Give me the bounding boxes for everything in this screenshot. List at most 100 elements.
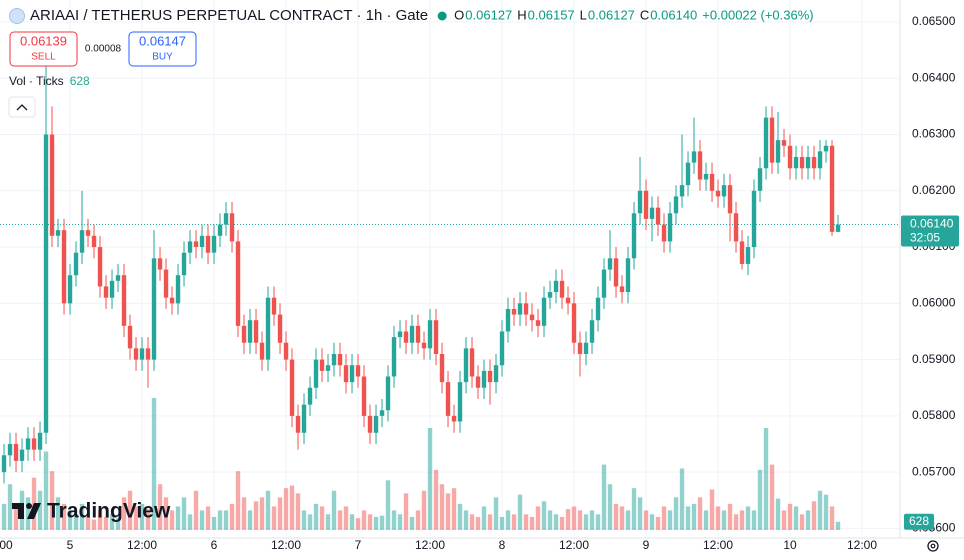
candle-body: [553, 280, 559, 293]
volume-bar: [79, 503, 85, 530]
volume-bar: [115, 518, 121, 530]
volume-bar: [787, 503, 793, 530]
volume-bar: [703, 510, 709, 530]
candle-body: [301, 404, 307, 433]
volume-bar: [253, 501, 259, 530]
candle-body: [181, 252, 187, 276]
candle-body: [361, 376, 367, 416]
volume-bar: [403, 493, 409, 530]
volume-bar: [505, 510, 511, 530]
x-tick-label: 00: [0, 538, 13, 552]
volume-bar: [283, 488, 289, 530]
volume-bar: [307, 514, 313, 530]
volume-bar: [823, 494, 829, 530]
volume-bar: [709, 489, 715, 530]
volume-bar: [151, 397, 157, 530]
volume-bar: [745, 506, 751, 530]
volume-bar: [829, 506, 835, 530]
volume-bar: [169, 510, 175, 530]
collapse-button[interactable]: [8, 96, 36, 118]
candle-body: [193, 241, 199, 248]
candle-body: [217, 224, 223, 236]
volume-bar: [607, 484, 613, 530]
volume-bar: [631, 488, 637, 530]
legend-change: +0.00022 (+0.36%): [702, 7, 813, 22]
y-tick-label: 0.05700: [912, 464, 956, 478]
candle-body: [805, 157, 811, 169]
buy-button[interactable]: [128, 31, 197, 67]
candle-body: [355, 365, 361, 377]
volume-bar: [121, 497, 127, 530]
volume-bar: [469, 514, 475, 530]
volume-bar: [355, 518, 361, 530]
candle-body: [835, 224, 841, 232]
volume-bar: [697, 497, 703, 530]
buy-label: BUY: [152, 52, 173, 63]
volume-bar: [73, 514, 79, 530]
candle-body: [19, 449, 25, 461]
candle-body: [679, 185, 685, 197]
sell-button[interactable]: [9, 31, 78, 67]
y-tick-label: 0.05900: [912, 352, 956, 366]
candle-body: [829, 145, 835, 232]
volume-bar: [775, 498, 781, 530]
volume-bar: [361, 510, 367, 530]
candle-body: [349, 365, 355, 383]
candle-body: [499, 331, 505, 366]
candle-body: [493, 365, 499, 383]
candle-body: [91, 235, 97, 248]
x-tick-label: 10: [783, 538, 797, 552]
volume-bar: [529, 516, 535, 530]
candle-body: [487, 370, 493, 383]
volume-bar: [289, 485, 295, 530]
candle-body: [613, 258, 619, 287]
volume-value: 628: [70, 74, 90, 88]
volume-bar: [445, 493, 451, 530]
candle-body: [571, 303, 577, 343]
volume-bar: [523, 514, 529, 530]
y-tick-label: 0.06500: [912, 14, 956, 28]
volume-bar: [415, 510, 421, 530]
candle-body: [31, 438, 37, 450]
candle-body: [235, 241, 241, 326]
volume-bar: [547, 510, 553, 530]
volume-bar: [217, 510, 223, 530]
volume-bar: [457, 503, 463, 530]
candle-body: [595, 297, 601, 321]
volume-bar: [571, 506, 577, 530]
overlay: ARIAAI / TETHERUS PERPETUAL CONTRACT · 1…: [8, 7, 939, 552]
candle-body: [127, 325, 133, 349]
candle-body: [145, 348, 151, 360]
plot-area: [0, 50, 900, 530]
volume-bar: [553, 514, 559, 530]
y-tick-label: 0.05800: [912, 408, 956, 422]
candle-body: [331, 353, 337, 366]
legend-key: H: [517, 7, 526, 22]
volume-bar: [811, 501, 817, 530]
candle-body: [541, 297, 547, 326]
candle-body: [277, 314, 283, 343]
candle-body: [73, 252, 79, 276]
settings-icon[interactable]: [927, 540, 939, 552]
chart-title: ARIAAI / TETHERUS PERPETUAL CONTRACT · 1…: [30, 7, 428, 24]
volume-bar: [127, 490, 133, 530]
candle-body: [529, 314, 535, 321]
volume-bar: [295, 493, 301, 530]
volume-bar: [187, 514, 193, 530]
volume-bar: [37, 490, 43, 530]
candle-body: [403, 331, 409, 343]
x-tick-label: 8: [499, 538, 506, 552]
candle-body: [289, 359, 295, 416]
candle-body: [253, 320, 259, 343]
y-tick-label: 0.06400: [912, 70, 956, 84]
volume-bar: [409, 516, 415, 530]
legend-value: 0.06140: [650, 7, 697, 22]
candle-body: [469, 348, 475, 377]
volume-bar: [463, 510, 469, 530]
volume-bar: [379, 515, 385, 530]
candle-body: [37, 432, 43, 450]
volume-bar: [85, 516, 91, 530]
volume-bar: [223, 510, 229, 530]
candle-body: [745, 247, 751, 264]
candle-body: [505, 308, 511, 332]
